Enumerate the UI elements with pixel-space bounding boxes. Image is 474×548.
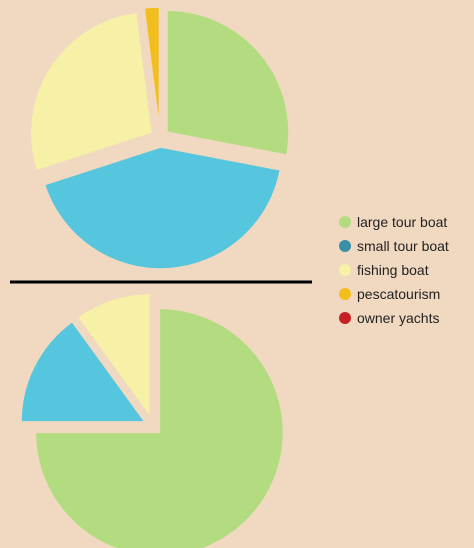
legend: large tour boat small tour boat fishing … bbox=[339, 210, 449, 330]
legend-swatch bbox=[339, 240, 351, 252]
legend-swatch bbox=[339, 264, 351, 276]
legend-swatch bbox=[339, 312, 351, 324]
pie-slice-large-tour-boat bbox=[166, 9, 290, 156]
legend-swatch bbox=[339, 288, 351, 300]
legend-item-owner-yachts: owner yachts bbox=[339, 306, 449, 330]
pie-slice-small-tour-boat bbox=[20, 320, 147, 423]
legend-label: large tour boat bbox=[357, 214, 448, 230]
pie-slice-pescatourism bbox=[143, 6, 161, 130]
legend-item-pescatourism: pescatourism bbox=[339, 282, 449, 306]
legend-label: fishing boat bbox=[357, 262, 429, 278]
legend-swatch bbox=[339, 216, 351, 228]
legend-item-fishing-boat: fishing boat bbox=[339, 258, 449, 282]
pie-slice-fishing-boat bbox=[76, 292, 151, 420]
legend-label: small tour boat bbox=[357, 238, 449, 254]
legend-label: pescatourism bbox=[357, 286, 441, 302]
pie-slice-large-tour-boat bbox=[34, 307, 285, 548]
pie-chart-top bbox=[29, 6, 290, 270]
pie-slice-fishing-boat bbox=[29, 11, 154, 172]
pie-chart-bottom bbox=[20, 292, 285, 548]
legend-item-large-tour-boat: large tour boat bbox=[339, 210, 449, 234]
legend-label: owner yachts bbox=[357, 310, 440, 326]
legend-item-small-tour-boat: small tour boat bbox=[339, 234, 449, 258]
pie-slice-small-tour-boat bbox=[43, 146, 282, 270]
